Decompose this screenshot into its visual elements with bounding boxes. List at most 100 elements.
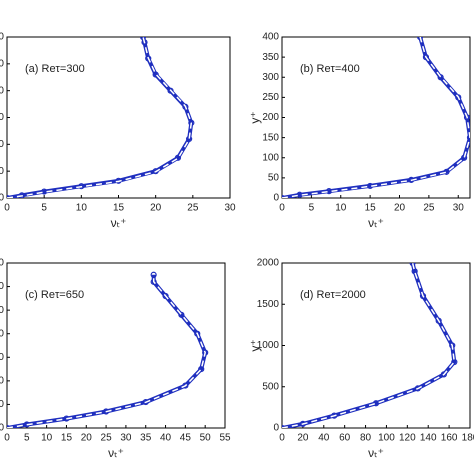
y-tick-label: 0 [273, 193, 279, 204]
y-tick-label: 50 [0, 166, 4, 177]
dns-marker [461, 154, 468, 161]
y-tick-label: 1000 [257, 340, 280, 351]
x-tick-label: 30 [120, 433, 132, 444]
y-tick-label: 100 [0, 139, 4, 150]
dns-marker [451, 358, 458, 366]
dns-marker [142, 398, 149, 406]
x-tick-label: 15 [113, 203, 125, 214]
x-tick-label: 0 [279, 203, 285, 214]
model-line [7, 274, 206, 428]
x-tick-label: 120 [399, 433, 416, 444]
y-tick-label: 0 [0, 423, 4, 434]
y-tick-label: 300 [0, 32, 4, 43]
y-axis-label: y⁺ [248, 111, 262, 123]
dns-marker [440, 371, 447, 378]
y-tick-label: 200 [262, 112, 279, 123]
x-tick-label: 20 [81, 433, 93, 444]
y-tick-label: 350 [262, 52, 279, 63]
x-tick-label: 40 [160, 433, 172, 444]
x-tick-label: 25 [423, 203, 435, 214]
x-tick-label: 10 [335, 203, 347, 214]
y-tick-label: 1500 [257, 299, 280, 310]
dns-marker [152, 71, 159, 78]
dns-marker [435, 317, 442, 324]
y-tick-label: 200 [0, 85, 4, 96]
y-tick-label: 700 [0, 258, 4, 269]
dns-marker [422, 54, 430, 61]
x-tick-label: 0 [4, 433, 10, 444]
x-tick-label: 60 [339, 433, 351, 444]
y-tick-label: 150 [0, 112, 4, 123]
plot-frame [281, 36, 471, 199]
x-tick-label: 5 [41, 203, 47, 214]
y-tick-label: 500 [0, 305, 4, 316]
y-tick-label: 400 [262, 32, 279, 43]
x-tick-label: 20 [297, 433, 309, 444]
x-tick-label: 25 [101, 433, 113, 444]
plot-frame [6, 36, 231, 199]
y-tick-label: 0 [0, 193, 4, 204]
annotation: (a) Reτ=300 [25, 63, 85, 75]
dns-marker [174, 154, 182, 161]
y-tick-label: 300 [262, 72, 279, 83]
x-tick-label: 45 [180, 433, 192, 444]
x-tick-label: 0 [4, 203, 10, 214]
y-tick-label: 200 [0, 375, 4, 386]
dns-marker [419, 292, 427, 300]
dns-marker [414, 385, 421, 392]
subplot: 051015202530050100150200250300νₜ⁺(a) Reτ… [0, 32, 236, 231]
y-tick-label: 600 [0, 281, 4, 292]
plot-area [282, 37, 470, 198]
dns-marker [194, 330, 201, 337]
x-tick-label: 30 [453, 203, 465, 214]
subplot: 0 20 40 60 80 100 120 140 160 180 0 500 1000 1500 2000… [248, 258, 474, 461]
x-tick-label: 100 [378, 433, 395, 444]
x-tick-label: 55 [219, 433, 231, 444]
y-axis-label: y⁺ [248, 339, 262, 351]
subplot: 0 5 10 15 20 25 30050100150200250300350400νₜ⁺y… [248, 32, 471, 230]
y-tick-label: 150 [262, 132, 279, 143]
dns-marker [463, 114, 470, 121]
annotation: (c) Reτ=650 [25, 289, 84, 301]
x-tick-label: 10 [41, 433, 53, 444]
y-tick-label: 100 [262, 152, 279, 163]
x-tick-label: 30 [224, 203, 236, 214]
model-line [7, 37, 193, 198]
x-tick-label: 5 [24, 433, 30, 444]
x-tick-label: 0 [279, 433, 285, 444]
y-tick-label: 300 [0, 352, 4, 363]
x-tick-label: 15 [61, 433, 73, 444]
x-axis-label: νₜ⁺ [108, 446, 124, 460]
annotation: (d) Reτ=2000 [300, 289, 366, 301]
y-tick-label: 2000 [257, 258, 280, 269]
y-tick-label: 50 [268, 173, 280, 184]
y-tick-label: 0 [273, 423, 279, 434]
dns-marker [145, 55, 152, 62]
x-tick-label: 140 [420, 433, 437, 444]
dns-marker [178, 311, 185, 318]
x-tick-label: 40 [318, 433, 330, 444]
dns-marker [182, 382, 189, 389]
dns-marker [198, 365, 205, 373]
x-tick-label: 160 [441, 433, 458, 444]
dns-marker [162, 292, 169, 300]
plot-area [7, 37, 195, 198]
subplot: 0 5 10 15 20 25 30 35 40 45 50 55 0 100 200 300 400 500 60… [0, 258, 231, 461]
plot-frame [6, 262, 226, 429]
dns-marker [152, 168, 159, 175]
dns-marker [466, 134, 470, 141]
dns-marker [455, 94, 462, 101]
x-tick-label: 50 [200, 433, 212, 444]
plot-area [7, 271, 209, 428]
dns-marker [78, 183, 85, 190]
x-tick-label: 180 [462, 433, 474, 444]
model-line [282, 37, 470, 198]
dns-marker [150, 271, 157, 278]
dns-marker [182, 103, 189, 110]
dns-marker [372, 400, 380, 407]
x-axis-label: νₜ⁺ [368, 216, 384, 230]
dns-marker [331, 412, 338, 419]
x-tick-label: 15 [365, 203, 377, 214]
y-tick-label: 400 [0, 328, 4, 339]
